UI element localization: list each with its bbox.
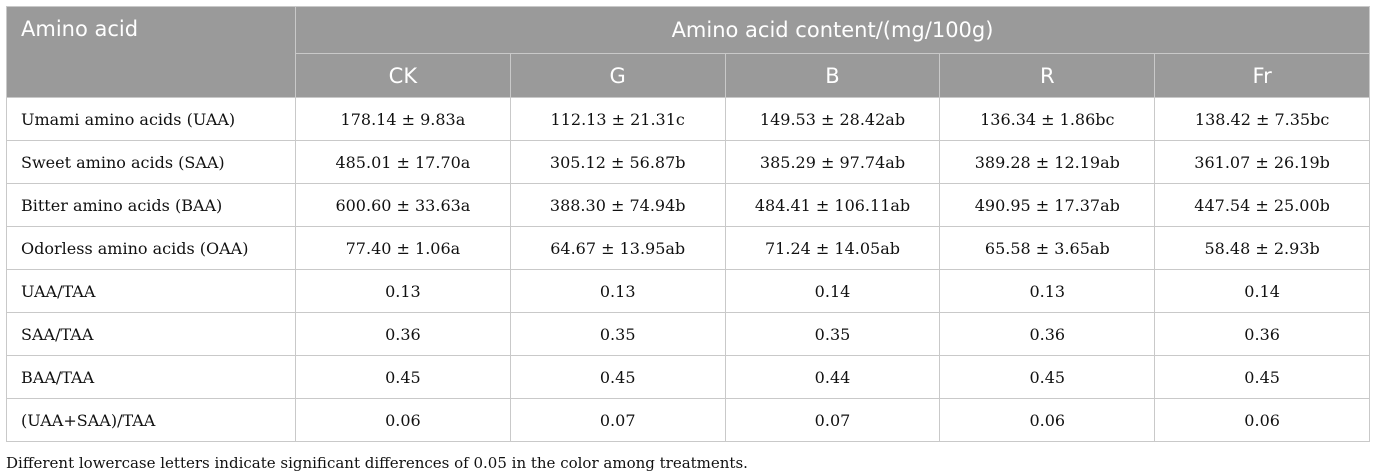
row-label: Sweet amino acids (SAA) bbox=[6, 140, 296, 184]
table-cell: 0.14 bbox=[724, 269, 941, 313]
table-row: Odorless amino acids (OAA) 77.40 ± 1.06a… bbox=[6, 226, 1371, 270]
row-label: SAA/TAA bbox=[6, 312, 296, 356]
table-cell: 389.28 ± 12.19ab bbox=[939, 140, 1156, 184]
table-cell: 0.35 bbox=[509, 312, 726, 356]
table-cell: 136.34 ± 1.86bc bbox=[939, 97, 1156, 141]
table-cell: 305.12 ± 56.87b bbox=[509, 140, 726, 184]
table-cell: 0.45 bbox=[295, 355, 511, 399]
row-label: Umami amino acids (UAA) bbox=[6, 97, 296, 141]
table-cell: 361.07 ± 26.19b bbox=[1154, 140, 1371, 184]
table-cell: 0.44 bbox=[724, 355, 941, 399]
table-cell: 77.40 ± 1.06a bbox=[295, 226, 511, 270]
table-cell: 138.42 ± 7.35bc bbox=[1154, 97, 1371, 141]
table-header: Amino acid Amino acid content/(mg/100g) … bbox=[6, 6, 1371, 98]
table-cell: 0.07 bbox=[509, 398, 726, 442]
header-col-ck: CK bbox=[295, 53, 511, 98]
table-cell: 388.30 ± 74.94b bbox=[509, 183, 726, 227]
table-cell: 0.14 bbox=[1154, 269, 1371, 313]
table-cell: 484.41 ± 106.11ab bbox=[724, 183, 941, 227]
table-cell: 71.24 ± 14.05ab bbox=[724, 226, 941, 270]
table-cell: 0.45 bbox=[939, 355, 1156, 399]
table-cell: 0.07 bbox=[724, 398, 941, 442]
table-row: UAA/TAA 0.13 0.13 0.14 0.13 0.14 bbox=[6, 269, 1371, 313]
header-col-g: G bbox=[509, 53, 726, 98]
table-cell: 64.67 ± 13.95ab bbox=[509, 226, 726, 270]
table-row: Sweet amino acids (SAA) 485.01 ± 17.70a … bbox=[6, 140, 1371, 184]
table-cell: 0.45 bbox=[509, 355, 726, 399]
table-body: Umami amino acids (UAA) 178.14 ± 9.83a 1… bbox=[6, 97, 1371, 442]
table-cell: 0.06 bbox=[1154, 398, 1371, 442]
table-cell: 447.54 ± 25.00b bbox=[1154, 183, 1371, 227]
table-cell: 0.36 bbox=[295, 312, 511, 356]
row-label: Odorless amino acids (OAA) bbox=[6, 226, 296, 270]
table-cell: 0.36 bbox=[939, 312, 1156, 356]
table-row: Umami amino acids (UAA) 178.14 ± 9.83a 1… bbox=[6, 97, 1371, 141]
table-cell: 0.13 bbox=[939, 269, 1156, 313]
header-content-group: Amino acid content/(mg/100g) bbox=[294, 6, 1371, 54]
table-row: Bitter amino acids (BAA) 600.60 ± 33.63a… bbox=[6, 183, 1371, 227]
table-cell: 485.01 ± 17.70a bbox=[295, 140, 511, 184]
table-cell: 0.13 bbox=[295, 269, 511, 313]
table-cell: 178.14 ± 9.83a bbox=[295, 97, 511, 141]
table-row: BAA/TAA 0.45 0.45 0.44 0.45 0.45 bbox=[6, 355, 1371, 399]
amino-acid-table-container: Amino acid Amino acid content/(mg/100g) … bbox=[6, 6, 1371, 472]
table-cell: 149.53 ± 28.42ab bbox=[724, 97, 941, 141]
table-cell: 0.36 bbox=[1154, 312, 1371, 356]
header-col-r: R bbox=[939, 53, 1156, 98]
table-row: (UAA+SAA)/TAA 0.06 0.07 0.07 0.06 0.06 bbox=[6, 398, 1371, 442]
table-cell: 112.13 ± 21.31c bbox=[509, 97, 726, 141]
table-row: SAA/TAA 0.36 0.35 0.35 0.36 0.36 bbox=[6, 312, 1371, 356]
row-label: UAA/TAA bbox=[6, 269, 296, 313]
table-cell: 0.06 bbox=[295, 398, 511, 442]
table-cell: 0.35 bbox=[724, 312, 941, 356]
row-label: BAA/TAA bbox=[6, 355, 296, 399]
row-label: (UAA+SAA)/TAA bbox=[6, 398, 296, 442]
row-label: Bitter amino acids (BAA) bbox=[6, 183, 296, 227]
table-cell: 0.06 bbox=[939, 398, 1156, 442]
header-col-fr: Fr bbox=[1154, 53, 1371, 98]
table-cell: 490.95 ± 17.37ab bbox=[939, 183, 1156, 227]
table-cell: 0.45 bbox=[1154, 355, 1371, 399]
table-footnote: Different lowercase letters indicate sig… bbox=[6, 454, 748, 472]
header-col-b: B bbox=[724, 53, 941, 98]
table-cell: 600.60 ± 33.63a bbox=[295, 183, 511, 227]
table-cell: 0.13 bbox=[509, 269, 726, 313]
table-cell: 65.58 ± 3.65ab bbox=[939, 226, 1156, 270]
header-amino-acid: Amino acid bbox=[6, 6, 296, 98]
table-cell: 58.48 ± 2.93b bbox=[1154, 226, 1371, 270]
amino-acid-table: Amino acid Amino acid content/(mg/100g) … bbox=[6, 6, 1371, 442]
table-cell: 385.29 ± 97.74ab bbox=[724, 140, 941, 184]
